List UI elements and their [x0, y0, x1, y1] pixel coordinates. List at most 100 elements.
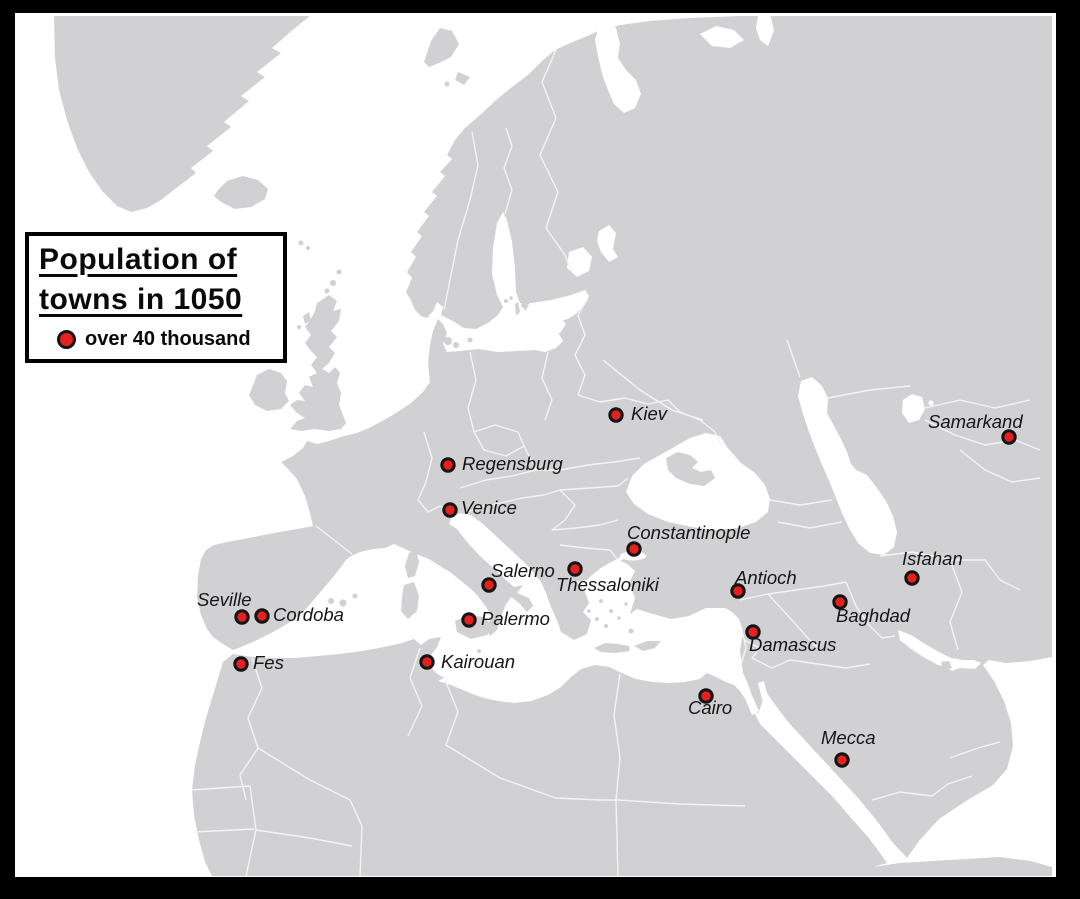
city-marker-baghdad: Baghdad — [832, 594, 911, 626]
legend-title-line2: towns in 1050 — [39, 282, 243, 316]
city-dot-icon — [567, 561, 583, 577]
city-label: Samarkand — [928, 411, 1023, 432]
crete-island — [594, 643, 630, 653]
city-marker-seville: Seville — [197, 589, 252, 625]
sardinia-island — [401, 582, 419, 619]
city-dot-icon — [442, 502, 458, 518]
corsica-island — [405, 550, 419, 578]
landmasses — [54, 16, 1052, 876]
city-marker-kairouan: Kairouan — [419, 651, 515, 672]
africa-landmass — [192, 637, 1052, 876]
qatar-peninsula — [941, 661, 952, 670]
caspian-sea — [798, 377, 897, 555]
frame-bottom — [0, 877, 1080, 899]
legend-marker-icon — [57, 330, 76, 350]
kanin-inlet — [756, 14, 774, 46]
city-dot-icon — [904, 570, 920, 586]
city-dot-icon — [698, 688, 714, 704]
city-dot-icon — [745, 624, 761, 640]
gulf-of-aqaba — [758, 681, 770, 707]
country-borders — [190, 49, 1041, 877]
city-label: Palermo — [481, 608, 550, 629]
city-dot-icon — [440, 457, 456, 473]
city-marker-venice: Venice — [442, 497, 517, 518]
legend-item-label: over 40 thousand — [85, 328, 251, 351]
legend-item: over 40 thousand — [57, 328, 273, 351]
pechora-bay — [700, 26, 744, 48]
city-dot-icon — [254, 608, 270, 624]
aral-sea — [902, 394, 925, 423]
city-dot-icon — [234, 609, 250, 625]
dardanelles-strait — [611, 555, 626, 565]
city-marker-kiev: Kiev — [608, 403, 669, 424]
city-label: Mecca — [821, 727, 876, 748]
city-markers-layer: Kiev Regensburg Venice Constantinople Thessa… — [197, 403, 1023, 768]
city-marker-mecca: Mecca — [821, 727, 876, 768]
city-dot-icon — [1001, 429, 1017, 445]
white-sea — [595, 20, 641, 113]
eurasia-landmass — [197, 16, 1052, 858]
city-marker-cordoba: Cordoba — [254, 604, 344, 625]
aral-sea — [928, 400, 934, 406]
iceland-island — [214, 176, 268, 209]
gulf-of-riga — [549, 317, 566, 333]
legend-title-line1: Population of — [39, 243, 238, 276]
city-dot-icon — [481, 577, 497, 593]
malta-island — [477, 649, 481, 653]
city-marker-palermo: Palermo — [461, 608, 550, 629]
city-label: Cairo — [688, 697, 732, 718]
svalbard-island — [455, 72, 470, 85]
city-marker-samarkand: Samarkand — [928, 411, 1023, 445]
city-dot-icon — [832, 594, 848, 610]
britain-island — [290, 295, 346, 431]
city-marker-thessaloniki: Thessaloniki — [556, 561, 660, 595]
city-marker-damascus: Damascus — [745, 624, 836, 655]
frame-right — [1056, 0, 1080, 899]
svalbard-island — [444, 81, 450, 87]
svalbard-island — [424, 28, 459, 67]
city-dot-icon — [419, 654, 435, 670]
lake-onega — [597, 225, 618, 262]
city-dot-icon — [608, 407, 624, 423]
city-label: Fes — [253, 652, 284, 673]
persian-gulf — [898, 630, 981, 671]
city-marker-regensburg: Regensburg — [440, 453, 564, 474]
city-label: Kiev — [631, 403, 669, 424]
city-label: Seville — [197, 589, 252, 610]
ireland-island — [249, 369, 289, 411]
city-label: Damascus — [749, 634, 836, 655]
cyprus-island — [634, 641, 661, 651]
city-label: Isfahan — [902, 548, 963, 569]
city-marker-fes: Fes — [233, 652, 284, 673]
gulf-of-suez — [738, 680, 759, 715]
city-label: Constantinople — [627, 522, 750, 543]
city-marker-isfahan: Isfahan — [902, 548, 963, 586]
frame-left — [0, 0, 15, 899]
frame-top — [0, 0, 1080, 13]
city-label: Venice — [461, 497, 517, 518]
city-marker-cairo: Cairo — [688, 688, 732, 718]
city-dot-icon — [730, 583, 746, 599]
city-dot-icon — [461, 612, 477, 628]
city-label: Baghdad — [836, 605, 911, 626]
mediterranean-islands — [328, 550, 661, 653]
legend-box: Population of towns in 1050 over 40 thou… — [25, 232, 287, 364]
crimea-peninsula — [666, 452, 715, 486]
city-label: Salerno — [491, 560, 555, 581]
city-label: Thessaloniki — [556, 574, 660, 595]
small-islands — [297, 240, 530, 348]
city-label: Kairouan — [441, 651, 515, 672]
city-marker-constantinople: Constantinople — [626, 522, 750, 557]
city-marker-antioch: Antioch — [730, 567, 797, 599]
city-dot-icon — [233, 656, 249, 672]
city-dot-icon — [834, 752, 850, 768]
lake-ladoga — [567, 247, 592, 277]
city-marker-salerno: Salerno — [481, 560, 555, 593]
city-label: Cordoba — [273, 604, 344, 625]
greenland-island — [54, 16, 310, 212]
inland-seas — [549, 14, 981, 715]
city-label: Antioch — [734, 567, 797, 588]
